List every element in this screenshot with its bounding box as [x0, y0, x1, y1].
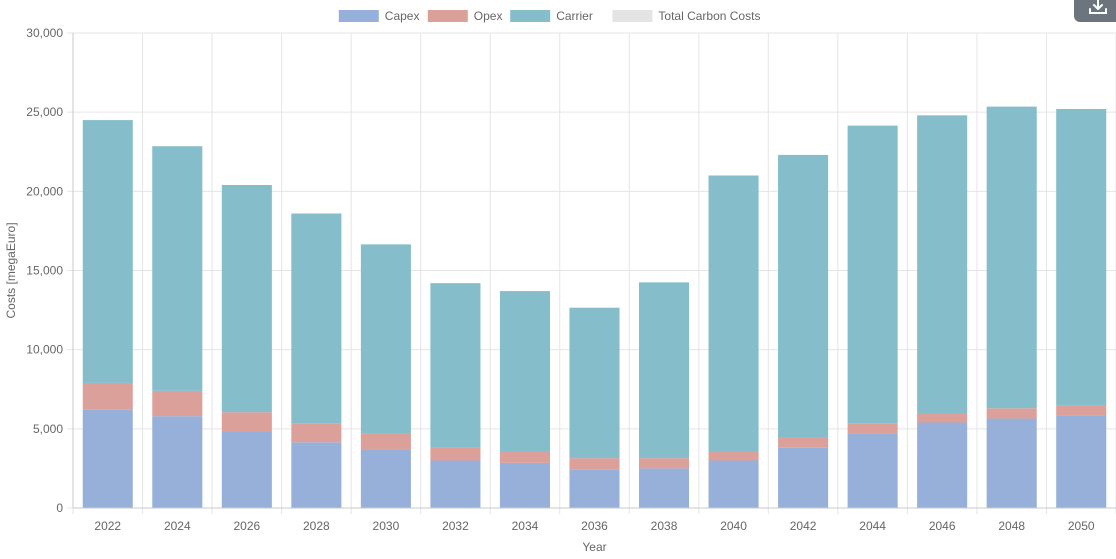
x-tick-label: 2036: [581, 519, 608, 533]
bar-capex-2046[interactable]: [917, 422, 968, 509]
bar-carrier-2044[interactable]: [847, 125, 898, 424]
x-tick-label: 2040: [720, 519, 747, 533]
bar-opex-2030[interactable]: [360, 433, 411, 450]
bar-carrier-2040[interactable]: [708, 175, 759, 452]
x-tick-label: 2046: [929, 519, 956, 533]
x-tick-label: 2022: [94, 519, 121, 533]
legend-label-carrier[interactable]: Carrier: [556, 9, 593, 23]
download-icon: [1089, 0, 1107, 14]
bar-capex-2048[interactable]: [986, 418, 1037, 508]
bar-carrier-2030[interactable]: [360, 244, 411, 434]
download-button[interactable]: [1074, 0, 1116, 22]
x-tick-label: 2030: [373, 519, 400, 533]
bar-opex-2026[interactable]: [221, 412, 272, 432]
legend: Capex Opex Carrier Total Carbon Costs: [338, 9, 760, 23]
bar-opex-2050[interactable]: [1056, 405, 1107, 416]
bar-opex-2044[interactable]: [847, 423, 898, 434]
x-tick-label: 2044: [859, 519, 886, 533]
x-tick-label: 2042: [790, 519, 817, 533]
bar-capex-2030[interactable]: [360, 449, 411, 508]
x-tick-label: 2048: [998, 519, 1025, 533]
bar-capex-2022[interactable]: [82, 409, 133, 508]
bar-opex-2024[interactable]: [152, 390, 203, 417]
bar-opex-2046[interactable]: [917, 413, 968, 423]
bar-carrier-2050[interactable]: [1056, 109, 1107, 406]
y-tick-labels: 0 5,000 10,000 15,000 20,000 25,000 30,000: [26, 26, 63, 515]
bar-opex-2028[interactable]: [291, 423, 342, 443]
bar-capex-2040[interactable]: [708, 460, 759, 509]
x-tick-label: 2026: [233, 519, 260, 533]
bar-capex-2026[interactable]: [221, 432, 272, 508]
bar-carrier-2046[interactable]: [917, 115, 968, 413]
bar-capex-2024[interactable]: [152, 416, 203, 508]
y-tick-label: 15,000: [26, 264, 63, 278]
bar-carrier-2042[interactable]: [778, 154, 829, 438]
bar-carrier-2024[interactable]: [152, 146, 203, 391]
bar-capex-2032[interactable]: [430, 460, 481, 509]
bars-group: [82, 106, 1107, 509]
bar-opex-2022[interactable]: [82, 382, 133, 410]
bar-carrier-2048[interactable]: [986, 106, 1037, 409]
bar-capex-2036[interactable]: [569, 469, 620, 508]
y-tick-label: 5,000: [33, 422, 63, 436]
bar-capex-2044[interactable]: [847, 433, 898, 508]
bar-capex-2050[interactable]: [1056, 415, 1107, 508]
legend-label-opex[interactable]: Opex: [474, 9, 503, 23]
legend-swatch-opex[interactable]: [427, 10, 468, 22]
bar-opex-2034[interactable]: [499, 451, 550, 463]
bar-capex-2034[interactable]: [499, 462, 550, 508]
bar-opex-2036[interactable]: [569, 458, 620, 470]
y-tick-label: 30,000: [26, 26, 63, 40]
axes-group: [67, 32, 1116, 514]
bar-capex-2038[interactable]: [639, 468, 690, 508]
y-tick-label: 20,000: [26, 184, 63, 198]
bar-carrier-2032[interactable]: [430, 283, 481, 448]
y-tick-label: 25,000: [26, 105, 63, 119]
bar-carrier-2022[interactable]: [82, 120, 133, 383]
bar-carrier-2028[interactable]: [291, 213, 342, 424]
y-tick-label: 10,000: [26, 343, 63, 357]
y-axis-title: Costs [megaEuro]: [4, 222, 18, 318]
x-tick-label: 2038: [651, 519, 678, 533]
x-tick-label: 2024: [164, 519, 191, 533]
legend-swatch-capex[interactable]: [338, 10, 379, 22]
bar-carrier-2038[interactable]: [639, 282, 690, 459]
bar-opex-2040[interactable]: [708, 451, 759, 461]
x-tick-label: 2050: [1068, 519, 1095, 533]
grid-lines: [72, 32, 1116, 509]
y-tick-label: 0: [56, 501, 63, 515]
x-tick-labels: 2022 2024 2026 2028 2030 2032 2034 2036 2038 2040…: [94, 519, 1094, 533]
bar-opex-2032[interactable]: [430, 447, 481, 461]
legend-swatch-total-carbon-costs[interactable]: [612, 10, 653, 22]
x-tick-label: 2034: [512, 519, 539, 533]
x-axis-title: Year: [582, 540, 606, 554]
legend-label-total-carbon-costs[interactable]: Total Carbon Costs: [658, 9, 760, 23]
bar-opex-2042[interactable]: [778, 437, 829, 448]
bar-capex-2028[interactable]: [291, 442, 342, 508]
bar-carrier-2034[interactable]: [499, 291, 550, 451]
bar-carrier-2026[interactable]: [221, 185, 272, 413]
legend-label-capex[interactable]: Capex: [385, 9, 420, 23]
x-tick-label: 2028: [303, 519, 330, 533]
legend-swatch-carrier[interactable]: [510, 10, 551, 22]
bar-opex-2048[interactable]: [986, 408, 1037, 419]
x-tick-label: 2032: [442, 519, 469, 533]
bar-carrier-2036[interactable]: [569, 307, 620, 459]
bar-capex-2042[interactable]: [778, 447, 829, 508]
bar-opex-2038[interactable]: [639, 458, 690, 469]
